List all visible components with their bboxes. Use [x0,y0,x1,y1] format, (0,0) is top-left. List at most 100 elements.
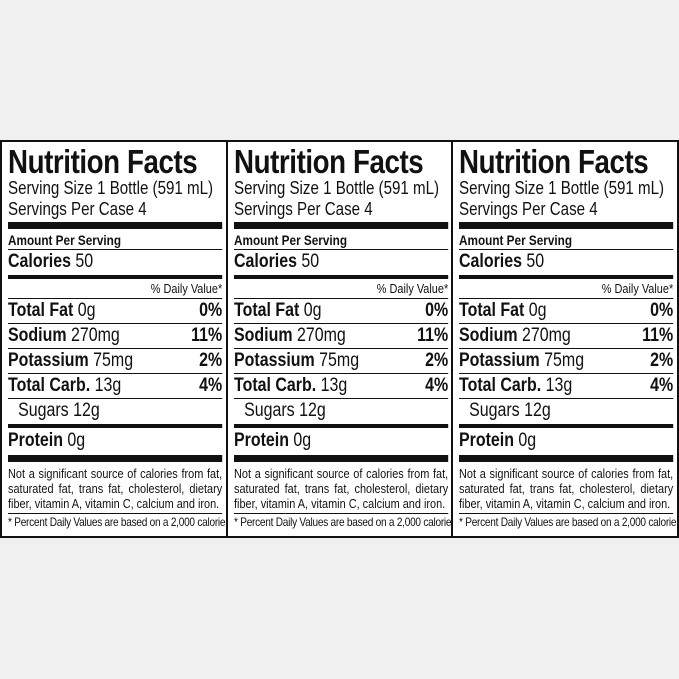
footnote-dv: * Percent Daily Values are based on a 2,… [233,515,452,529]
divider [459,513,674,514]
divider [8,513,223,514]
panel-content: Nutrition Facts Serving Size 1 Bottle (59… [459,143,678,530]
divider [8,298,223,299]
nutrient-amount: 270mg [70,325,120,346]
nutrient-row: Sodium 270mg 11% [234,324,448,348]
nutrient-name: Sodium [8,325,67,346]
divider [8,373,223,374]
nutrient-name: Potassium [8,350,89,371]
nutrient-cell: Sugars 12g [469,400,551,422]
divider [8,249,223,250]
calories-value: 50 [75,251,94,272]
nutrient-name: Sodium [459,325,518,346]
nutrient-dv: 0% [424,300,448,321]
nutrient-name: Total Fat [233,300,299,321]
servings: Servings Per Case 4 [8,199,147,219]
nutrient-amount: 0g [518,430,537,451]
nutrient-amount: 75mg [318,350,359,371]
nutrient-cell: Total Carb. 13g [8,375,121,397]
amount-per-serving: Amount Per Serving [459,232,573,248]
nutrient-amount: 12g [298,400,326,421]
nutrient-amount: 270mg [296,325,346,346]
nutrient-amount: 75mg [544,350,585,371]
divider [459,298,674,299]
panel-title: Nutrition Facts [459,143,649,180]
panel-content: Nutrition Facts Serving Size 1 Bottle (59… [233,144,452,530]
divider [459,249,674,250]
divider [233,323,448,324]
footnote: Not a significant source of calories fro… [459,466,674,511]
nutrient-row: Total Carb. 13g 4% [459,374,673,398]
calories-cell: Calories 50 [234,251,319,273]
serving-size: Serving Size 1 Bottle (591 mL) [8,178,214,198]
nutrient-amount: 0g [77,300,96,321]
calories-cell: Calories 50 [459,251,544,273]
nutrient-cell: Sodium 270mg [8,325,120,347]
divider [233,222,448,229]
nutrient-cell: Sugars 12g [18,400,100,422]
nutrient-cell: Potassium 75mg [234,350,359,372]
nutrient-row: Total Fat 0g 0% [459,299,673,323]
nutrient-name: Sugars [243,400,295,421]
nutrient-dv: 2% [199,350,223,371]
nutrient-dv: 2% [424,350,448,371]
calories-row: Calories 50 [234,250,448,274]
footnote-dv: * Percent Daily Values are based on a 2,… [8,515,226,529]
divider [233,513,448,514]
serving-size: Serving Size 1 Bottle (591 mL) [233,178,439,198]
footnote: Not a significant source of calories fro… [233,466,448,511]
divider [459,424,674,428]
divider [233,249,448,250]
nutrient-amount: 12g [524,400,552,421]
divider [8,455,223,462]
nutrient-name: Total Fat [8,300,74,321]
panel-content: Nutrition Facts Serving Size 1 Bottle (59… [8,144,226,530]
nutrient-row: Potassium 75mg 2% [234,349,448,373]
divider [459,275,674,279]
nutrient-name: Sodium [233,325,293,346]
nutrient-row: Sodium 270mg 11% [8,324,222,348]
footnote-dv: * Percent Daily Values are based on a 2,… [459,515,678,529]
divider [8,348,223,349]
nutrient-cell: Total Carb. 13g [234,375,347,397]
nutrient-row: Protein 0g [8,429,222,453]
nutrient-dv: 0% [199,300,223,321]
nutrient-amount: 13g [545,375,573,396]
divider [233,348,448,349]
divider [459,222,674,229]
nutrient-name: Protein [8,430,63,451]
nutrient-cell: Sodium 270mg [234,325,346,347]
nutrient-name: Total Carb. [8,375,91,396]
nutrient-row: Sugars 12g [8,399,222,423]
divider [233,373,448,374]
divider [459,348,674,349]
nutrient-amount: 0g [303,300,322,321]
nutrition-panel: Nutrition Facts Serving Size 1 Bottle (59… [2,142,226,536]
nutrient-name: Potassium [233,350,315,371]
divider [8,222,223,229]
divider [233,398,448,399]
nutrient-name: Total Fat [459,300,525,321]
nutrient-cell: Total Carb. 13g [459,375,572,397]
nutrient-row: Protein 0g [459,429,673,453]
calories-label: Calories [8,251,71,272]
nutrient-name: Sugars [18,400,69,421]
amount-per-serving: Amount Per Serving [8,232,122,248]
servings: Servings Per Case 4 [233,199,373,219]
divider [8,323,223,324]
nutrient-row: Total Carb. 13g 4% [234,374,448,398]
nutrient-amount: 0g [293,430,311,451]
nutrient-row: Potassium 75mg 2% [8,349,222,373]
nutrient-cell: Protein 0g [459,430,536,452]
nutrient-amount: 75mg [93,350,134,371]
nutrient-cell: Total Fat 0g [8,300,96,322]
nutrient-dv: 4% [424,375,448,396]
nutrient-row: Total Fat 0g 0% [234,299,448,323]
nutrient-row: Total Carb. 13g 4% [8,374,222,398]
nutrient-amount: 270mg [522,325,572,346]
nutrient-cell: Total Fat 0g [459,300,547,322]
nutrient-dv: 4% [199,375,223,396]
nutrition-panel: Nutrition Facts Serving Size 1 Bottle (59… [451,142,677,536]
calories-value: 50 [301,251,319,272]
footnote: Not a significant source of calories fro… [8,466,223,511]
